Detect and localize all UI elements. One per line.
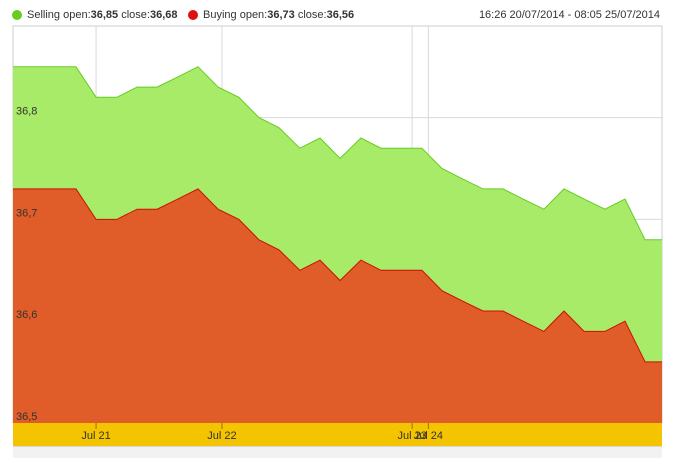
legend-item-buying[interactable]: Buying open:36,73 close:36,56 <box>188 9 354 21</box>
buying-open-label: open: <box>239 9 268 21</box>
buying-close-value: 36,56 <box>326 9 355 21</box>
buying-close-label: close: <box>297 9 327 21</box>
x-tick-label: Jul 24 <box>414 430 443 442</box>
y-tick-label: 36,7 <box>16 207 37 219</box>
x-tick-label: Jul 22 <box>207 430 236 442</box>
x-tick-label: Jul 23 <box>397 430 426 442</box>
selling-dot-icon <box>12 10 22 20</box>
selling-close-label: close: <box>121 9 150 21</box>
selling-legend-text: Selling open:36,85 close:36,68 <box>27 9 178 21</box>
x-axis-band <box>13 423 662 446</box>
legend-item-selling[interactable]: Selling open:36,85 close:36,68 <box>12 9 178 21</box>
buying-legend-text: Buying open:36,73 close:36,56 <box>203 9 354 21</box>
date-range: 16:26 20/07/2014 - 08:05 25/07/2014 <box>478 9 660 21</box>
buying-dot-icon <box>188 10 198 20</box>
buying-line <box>13 188 662 363</box>
y-axis: 36,8 36,7 36,6 36,5 <box>16 106 37 423</box>
selling-open-label: open: <box>63 9 91 21</box>
selling-close-value: 36,68 <box>149 9 178 21</box>
legend-bar: Selling open:36,85 close:36,68 Buying op… <box>0 0 673 26</box>
buying-open-value: 36,73 <box>267 9 295 21</box>
series-layer <box>13 66 662 423</box>
selling-name: Selling <box>27 9 61 21</box>
y-tick-label: 36,5 <box>16 411 37 423</box>
x-tick-label: Jul 21 <box>81 430 110 442</box>
navigator-scrollbar[interactable] <box>13 446 662 458</box>
y-tick-label: 36,8 <box>16 106 37 118</box>
selling-line <box>13 66 662 241</box>
selling-open-value: 36,85 <box>90 9 119 21</box>
y-tick-label: 36,6 <box>16 309 37 321</box>
buying-name: Buying <box>203 9 237 21</box>
buying-area[interactable] <box>13 188 662 423</box>
